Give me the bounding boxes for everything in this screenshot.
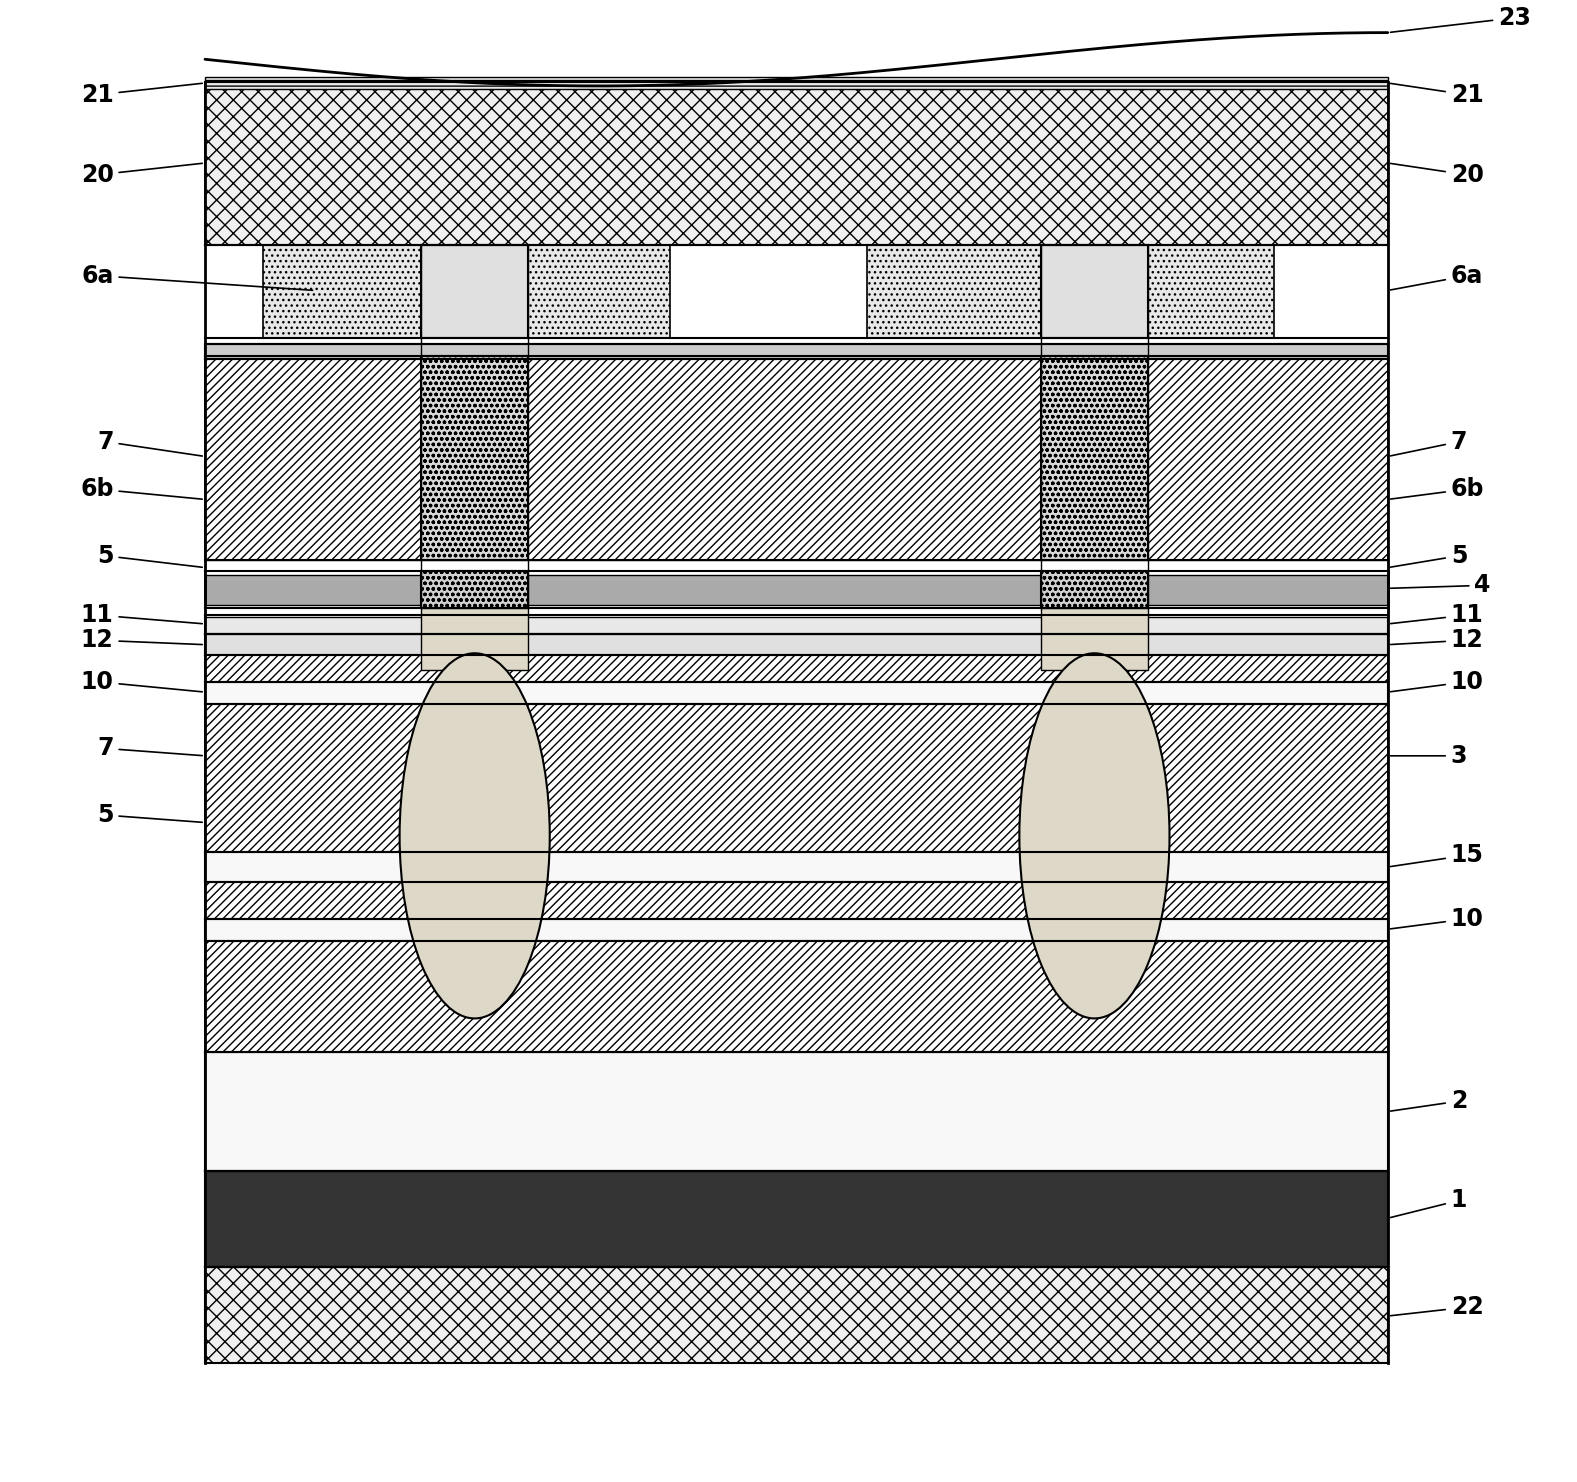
Bar <box>205 615 1388 634</box>
Bar <box>205 637 1388 1052</box>
Bar <box>205 682 1388 704</box>
Bar <box>867 245 1274 338</box>
Bar <box>421 245 528 338</box>
Bar <box>205 1052 1388 1171</box>
Text: 10: 10 <box>1391 907 1484 931</box>
Bar <box>1041 608 1148 670</box>
Text: 15: 15 <box>1391 843 1484 867</box>
Text: 6a: 6a <box>80 264 312 290</box>
Text: 2: 2 <box>1391 1089 1467 1113</box>
Bar <box>205 77 1388 89</box>
Bar <box>205 605 1388 617</box>
Bar <box>421 356 528 560</box>
Text: 23: 23 <box>1391 6 1531 33</box>
Text: 7: 7 <box>98 737 202 760</box>
Bar <box>1041 245 1148 338</box>
Text: 7: 7 <box>1391 430 1467 456</box>
Bar <box>1041 571 1148 608</box>
Bar <box>205 560 1388 575</box>
Text: 6b: 6b <box>80 477 202 501</box>
Text: 10: 10 <box>80 670 202 694</box>
Bar <box>205 356 1388 560</box>
Text: 5: 5 <box>98 803 202 827</box>
Bar <box>421 608 528 670</box>
Bar <box>205 852 1388 882</box>
Ellipse shape <box>399 654 550 1018</box>
Bar <box>421 571 528 608</box>
Text: 11: 11 <box>1391 603 1484 627</box>
Text: 1: 1 <box>1391 1189 1467 1218</box>
Text: 11: 11 <box>80 603 202 627</box>
Bar <box>205 344 1388 359</box>
Bar <box>263 245 670 338</box>
Text: 5: 5 <box>1391 544 1467 568</box>
Text: 21: 21 <box>80 83 202 107</box>
Text: 12: 12 <box>80 628 202 652</box>
Text: 12: 12 <box>1391 628 1484 652</box>
Text: 4: 4 <box>1391 574 1490 597</box>
Text: 20: 20 <box>1391 163 1484 187</box>
Bar <box>205 1171 1388 1267</box>
Bar <box>205 82 1388 245</box>
Text: 5: 5 <box>98 544 202 568</box>
Text: 6a: 6a <box>1391 264 1484 290</box>
Ellipse shape <box>1019 654 1170 1018</box>
Bar <box>1041 356 1148 560</box>
Text: 10: 10 <box>1391 670 1484 694</box>
Bar <box>205 919 1388 941</box>
Bar <box>205 571 1388 608</box>
Bar <box>205 634 1388 655</box>
Text: 20: 20 <box>80 163 202 187</box>
Bar <box>205 1267 1388 1363</box>
Text: 22: 22 <box>1391 1295 1484 1319</box>
Text: 7: 7 <box>98 430 202 456</box>
Text: 3: 3 <box>1391 744 1467 768</box>
Text: 6b: 6b <box>1391 477 1484 501</box>
Text: 21: 21 <box>1391 83 1484 107</box>
